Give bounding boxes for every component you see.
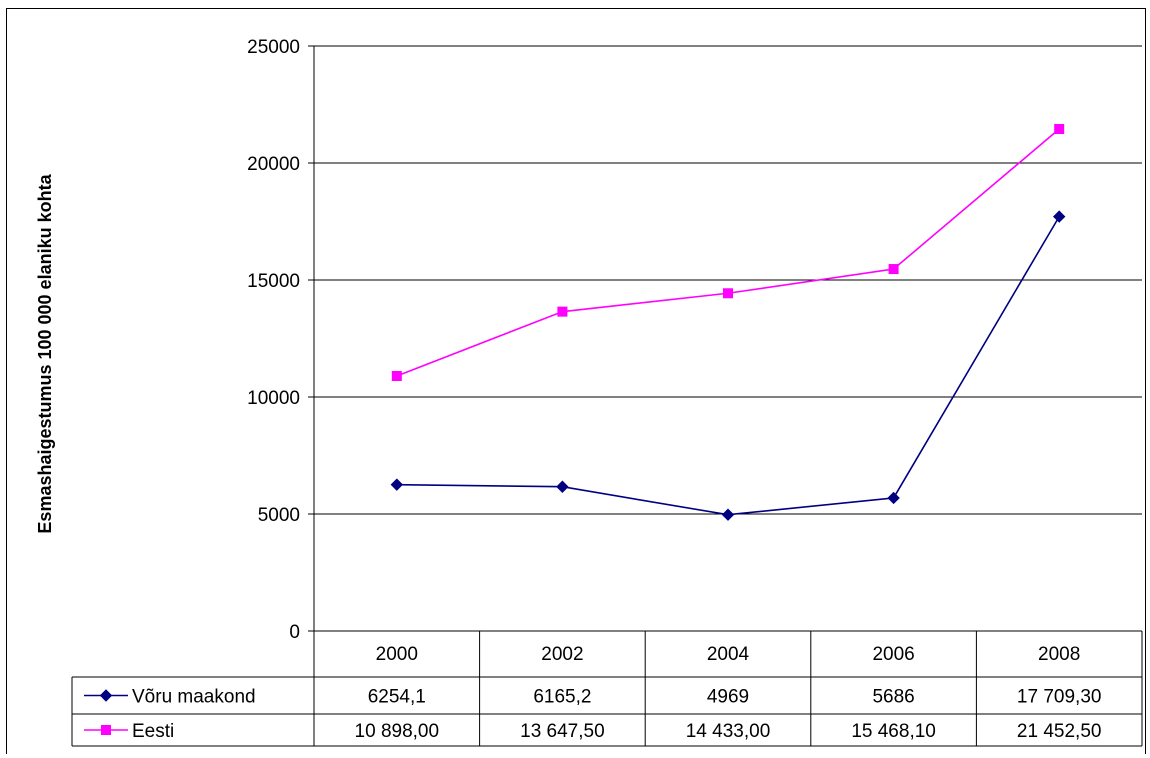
- data-label: 6165,2: [533, 687, 591, 708]
- data-label: 6254,1: [368, 687, 426, 708]
- data-table: 2000 2002 2004 2006 2008 Võru maakond 6254,1 61…: [71, 630, 1143, 747]
- data-point: [1054, 124, 1065, 135]
- data-point: [99, 689, 113, 702]
- series-line: [396, 216, 1060, 516]
- data-point: [390, 478, 404, 491]
- data-point: [888, 264, 899, 275]
- series-1: [390, 210, 1066, 521]
- y-tick-label: 5000: [258, 505, 300, 526]
- data-label: 21 452,50: [1017, 721, 1102, 742]
- x-tick-label: 2002: [541, 644, 583, 665]
- data-label: 10 898,00: [355, 721, 440, 742]
- legend-label: Võru maakond: [132, 687, 256, 708]
- series-layer: [390, 124, 1066, 521]
- data-point: [556, 480, 569, 493]
- series-line: [396, 128, 1060, 377]
- data-point: [723, 288, 733, 299]
- data-label: 5686: [872, 687, 914, 708]
- y-tick-label: 20000: [247, 154, 300, 175]
- y-tick-label: 10000: [247, 388, 300, 409]
- y-axis-ticks: 0 5000 10000 15000 20000 25000: [247, 37, 315, 643]
- x-tick-label: 2006: [872, 644, 914, 665]
- x-tick-label: 2008: [1038, 644, 1080, 665]
- data-point: [887, 491, 900, 505]
- chart-frame: [6, 8, 1146, 754]
- legend-label: Eesti: [132, 721, 174, 742]
- legend-key: [84, 689, 128, 702]
- data-point: [557, 306, 568, 317]
- legend-key: [84, 725, 128, 735]
- data-label: 13 647,50: [520, 721, 605, 742]
- x-tick-label: 2004: [707, 644, 750, 665]
- x-tick-label: 2000: [376, 644, 418, 665]
- gridlines: [314, 45, 1142, 515]
- y-tick-label: 25000: [247, 37, 300, 58]
- data-label: 15 468,10: [851, 721, 936, 742]
- data-point: [721, 508, 735, 521]
- data-point: [1052, 210, 1066, 223]
- data-point: [391, 370, 402, 381]
- data-label: 17 709,30: [1017, 687, 1102, 708]
- y-tick-label: 15000: [247, 271, 300, 292]
- y-tick-label: 0: [289, 622, 300, 643]
- data-point: [101, 725, 111, 735]
- series-2: [391, 124, 1065, 381]
- data-label: 4969: [707, 687, 749, 708]
- data-label: 14 433,00: [686, 721, 771, 742]
- y-axis-label: Esmashaigestumus 100 000 elaniku kohta: [35, 173, 55, 533]
